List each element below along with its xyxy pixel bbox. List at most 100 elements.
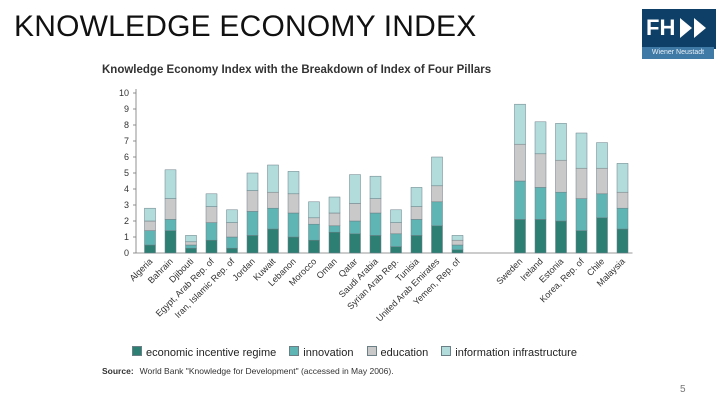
bar-segment-innovation bbox=[328, 225, 341, 233]
bar-segment-education bbox=[185, 241, 197, 246]
y-tick-label: 2 bbox=[124, 216, 129, 226]
bar-segment-education bbox=[144, 220, 156, 231]
legend-label: education bbox=[380, 347, 429, 359]
bar-segment-economic-incentive-regime bbox=[144, 244, 156, 254]
bar-segment-innovation bbox=[555, 191, 567, 222]
bar-segment-education bbox=[267, 191, 279, 209]
x-category-label: Sweden bbox=[494, 256, 524, 286]
bar-segment-education bbox=[534, 153, 547, 188]
fast-forward-icon bbox=[680, 18, 692, 38]
bar-segment-economic-incentive-regime bbox=[164, 230, 177, 254]
bar-segment-education bbox=[328, 212, 341, 227]
x-category-label: Oman bbox=[315, 256, 339, 280]
bar-segment-information-infrastructure bbox=[451, 235, 464, 241]
bar-segment-information-infrastructure bbox=[144, 207, 156, 222]
legend-swatch bbox=[366, 346, 377, 356]
bar-segment-innovation bbox=[267, 207, 279, 230]
bar-segment-innovation bbox=[205, 222, 218, 241]
bar-segment-economic-incentive-regime bbox=[287, 236, 300, 254]
bar-segment-education bbox=[349, 203, 361, 222]
bar-segment-economic-incentive-regime bbox=[555, 220, 567, 254]
slide-title: KNOWLEDGE ECONOMY INDEX bbox=[14, 10, 477, 43]
bar-segment-education bbox=[287, 193, 300, 214]
y-tick-label: 1 bbox=[124, 232, 129, 242]
bar-segment-economic-incentive-regime bbox=[514, 219, 526, 254]
legend-label: economic incentive regime bbox=[146, 347, 277, 359]
bar-segment-innovation bbox=[144, 230, 156, 246]
legend-item-education: education bbox=[366, 346, 429, 359]
legend-label: information infrastructure bbox=[455, 347, 577, 359]
bar-segment-innovation bbox=[164, 219, 177, 231]
bar-segment-information-infrastructure bbox=[410, 187, 423, 207]
bar-segment-innovation bbox=[390, 233, 402, 247]
bar-segment-innovation bbox=[246, 211, 259, 236]
bar-segment-information-infrastructure bbox=[287, 171, 300, 195]
legend-swatch bbox=[132, 346, 142, 356]
bar-segment-education bbox=[575, 167, 588, 199]
y-tick-label: 4 bbox=[124, 184, 129, 194]
source-text: World Bank "Knowledge for Development" (… bbox=[139, 366, 394, 376]
legend-swatch bbox=[289, 346, 300, 356]
bar-segment-economic-incentive-regime bbox=[185, 247, 197, 254]
bar-segment-economic-incentive-regime bbox=[451, 249, 464, 254]
bar-segment-economic-incentive-regime bbox=[308, 239, 320, 254]
legend-label: innovation bbox=[303, 347, 354, 359]
x-category-label: Jordan bbox=[230, 256, 257, 283]
y-tick-label: 0 bbox=[124, 248, 129, 258]
bar-segment-economic-incentive-regime bbox=[390, 246, 402, 254]
bar-segment-information-infrastructure bbox=[514, 103, 526, 145]
fast-forward-icon-second-arrow bbox=[694, 18, 706, 38]
bar-segment-innovation bbox=[410, 219, 423, 236]
bar-segment-education bbox=[431, 185, 443, 203]
bar-segment-education bbox=[205, 206, 218, 223]
institution-logo: FH Wiener Neustadt bbox=[642, 9, 716, 59]
bar-segment-education bbox=[246, 190, 259, 212]
bar-segment-economic-incentive-regime bbox=[575, 230, 588, 254]
bar-segment-innovation bbox=[185, 244, 197, 249]
legend-item-economic-incentive-regime: economic incentive regime bbox=[132, 346, 276, 359]
bar-segment-information-infrastructure bbox=[246, 172, 259, 191]
bar-segment-education bbox=[596, 167, 608, 195]
y-tick-label: 3 bbox=[124, 200, 129, 210]
bar-segment-information-infrastructure bbox=[596, 142, 608, 169]
bar-segment-economic-incentive-regime bbox=[431, 225, 443, 254]
bar-segment-innovation bbox=[226, 236, 238, 249]
legend-item-information-infrastructure: information infrastructure bbox=[441, 346, 577, 359]
bar-segment-education bbox=[451, 239, 464, 246]
chart-axes: 0 1 2 3 4 5 6 7 8 9 10 bbox=[119, 88, 633, 258]
bar-segment-innovation bbox=[575, 198, 588, 231]
bar-segment-information-infrastructure bbox=[185, 235, 197, 243]
page-number: 5 bbox=[680, 384, 686, 395]
bar-segment-information-infrastructure bbox=[575, 132, 588, 169]
bar-segment-innovation bbox=[451, 244, 464, 251]
y-tick-label: 6 bbox=[124, 152, 129, 162]
bar-segment-economic-incentive-regime bbox=[369, 235, 382, 254]
bar-segment-innovation bbox=[369, 212, 382, 236]
y-tick-label: 7 bbox=[124, 136, 129, 146]
bar-segment-economic-incentive-regime bbox=[349, 233, 361, 254]
bar-segment-economic-incentive-regime bbox=[267, 228, 279, 254]
bar-segment-education bbox=[164, 198, 177, 220]
y-tick-label: 8 bbox=[124, 120, 129, 130]
chart-legend: economic incentive regime innovation edu… bbox=[132, 346, 587, 359]
bar-segment-information-infrastructure bbox=[267, 164, 279, 193]
bar-segment-innovation bbox=[308, 223, 320, 241]
legend-swatch bbox=[441, 346, 452, 356]
bar-segment-innovation bbox=[534, 187, 547, 220]
bar-segment-education bbox=[514, 143, 526, 182]
bar-segment-education bbox=[390, 222, 402, 235]
bar-segment-economic-incentive-regime bbox=[410, 235, 423, 254]
y-tick-label: 5 bbox=[124, 168, 129, 178]
chart-bars bbox=[144, 103, 629, 254]
bar-segment-economic-incentive-regime bbox=[246, 235, 259, 254]
logo-text: FH bbox=[646, 15, 676, 40]
bar-segment-information-infrastructure bbox=[349, 174, 361, 204]
bar-segment-education bbox=[410, 206, 423, 220]
y-tick-label: 10 bbox=[119, 88, 129, 98]
legend-item-innovation: innovation bbox=[289, 346, 353, 359]
bar-segment-economic-incentive-regime bbox=[226, 247, 238, 254]
source-note: Source: World Bank "Knowledge for Develop… bbox=[102, 366, 394, 376]
bar-segment-information-infrastructure bbox=[164, 169, 177, 199]
